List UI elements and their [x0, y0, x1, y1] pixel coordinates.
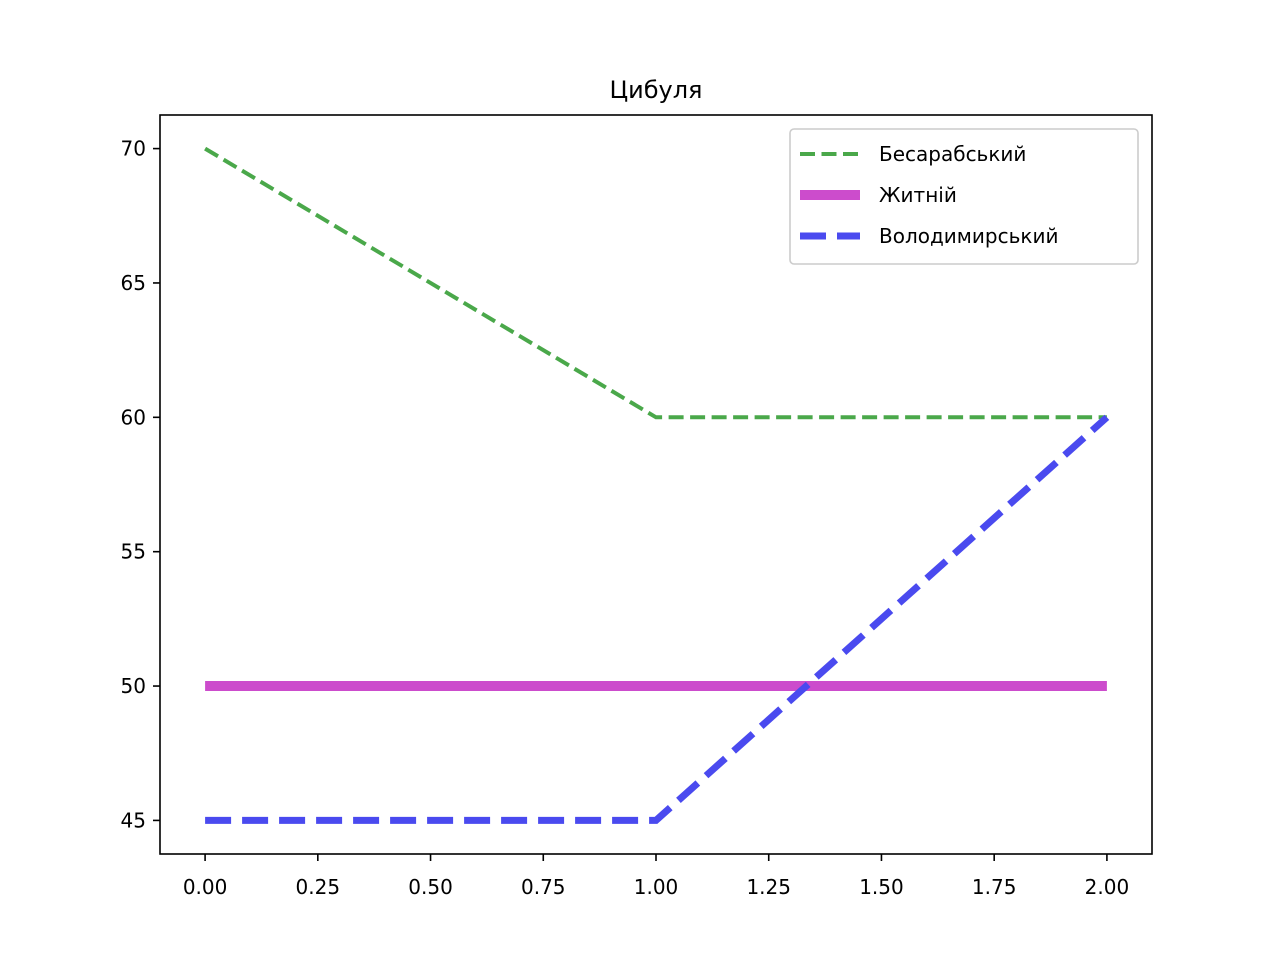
x-tick-label: 0.50 [408, 875, 453, 899]
x-tick-label: 1.00 [634, 875, 679, 899]
series-line-2 [205, 414, 1110, 824]
x-tick-label: 0.00 [183, 875, 228, 899]
legend: Бесарабський Житній Володимирський [789, 128, 1139, 265]
x-tick-label: 1.50 [859, 875, 904, 899]
y-tick-label: 70 [121, 137, 146, 161]
x-tick-label: 1.75 [972, 875, 1017, 899]
x-tick-label: 1.25 [746, 875, 791, 899]
x-tick-label: 0.75 [521, 875, 566, 899]
legend-box [789, 128, 1139, 265]
y-tick-label: 50 [121, 674, 146, 698]
y-tick-label: 65 [121, 271, 146, 295]
y-tick-label: 55 [121, 540, 146, 564]
y-axis: 45 50 55 60 65 70 [121, 137, 160, 832]
x-axis: 0.00 0.25 0.50 0.75 1.00 1.25 1.50 1.75 2.00 [183, 854, 1129, 899]
x-tick-label: 0.25 [296, 875, 341, 899]
y-tick-label: 60 [121, 405, 146, 429]
legend-label-2: Володимирський [879, 224, 1058, 248]
series-line-0 [204, 146, 1107, 420]
chart-title: Цибуля [609, 76, 702, 104]
legend-label-1: Житній [879, 183, 957, 207]
legend-label-0: Бесарабський [879, 142, 1026, 166]
x-tick-label: 2.00 [1085, 875, 1130, 899]
y-tick-label: 45 [121, 808, 146, 832]
series-layer [204, 146, 1110, 824]
